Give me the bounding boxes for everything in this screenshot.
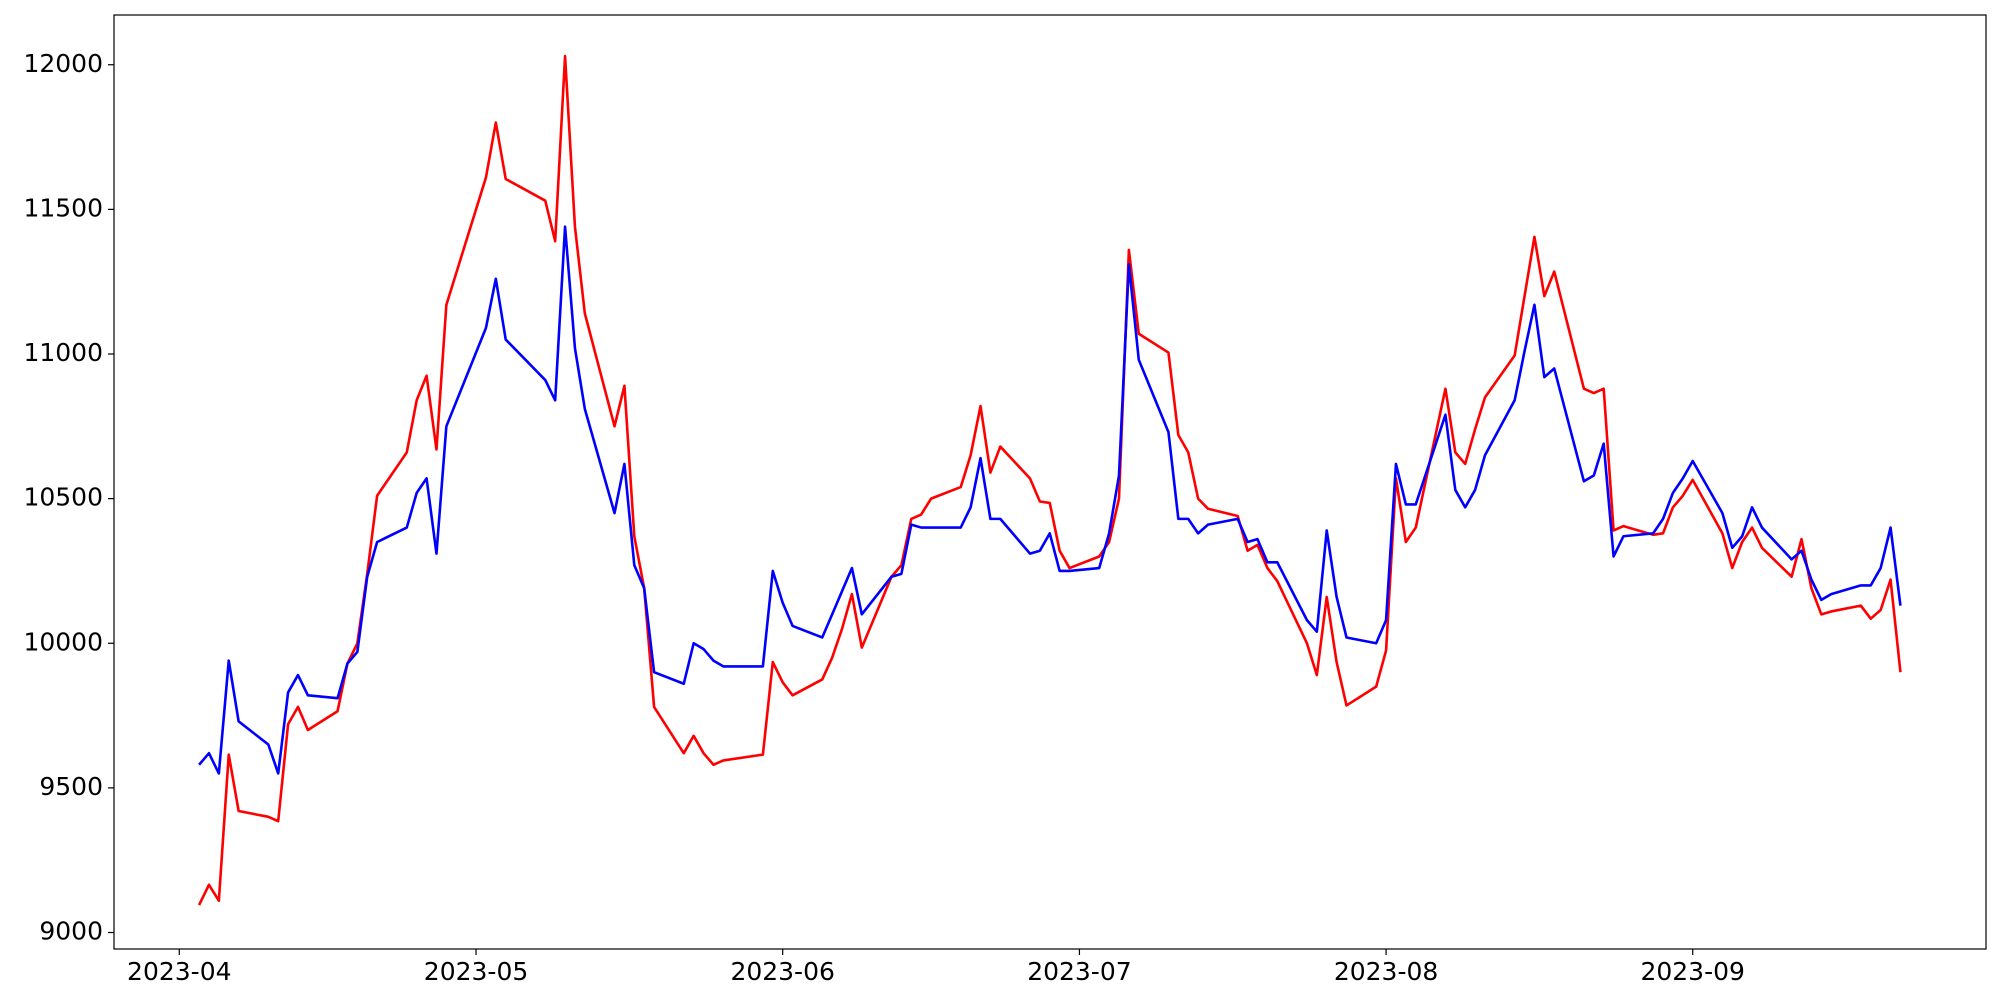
y-tick-label: 10000 (23, 627, 103, 656)
x-tick-label: 2023-09 (1640, 957, 1744, 986)
y-tick-label: 10500 (23, 483, 103, 512)
x-tick-label: 2023-07 (1027, 957, 1131, 986)
y-tick-label: 9500 (39, 772, 103, 801)
x-tick-label: 2023-05 (424, 957, 528, 986)
plot-frame (113, 14, 1987, 950)
x-tick-label: 2023-06 (730, 957, 834, 986)
series-line (197, 54, 1902, 906)
y-tick-label: 12000 (23, 49, 103, 78)
y-tick-label: 9000 (39, 917, 103, 946)
y-tick-label: 11000 (23, 338, 103, 367)
x-tick-label: 2023-08 (1334, 957, 1438, 986)
x-tick-label: 2023-04 (127, 957, 231, 986)
series-line (198, 225, 1902, 775)
y-tick-label: 11500 (23, 193, 103, 222)
